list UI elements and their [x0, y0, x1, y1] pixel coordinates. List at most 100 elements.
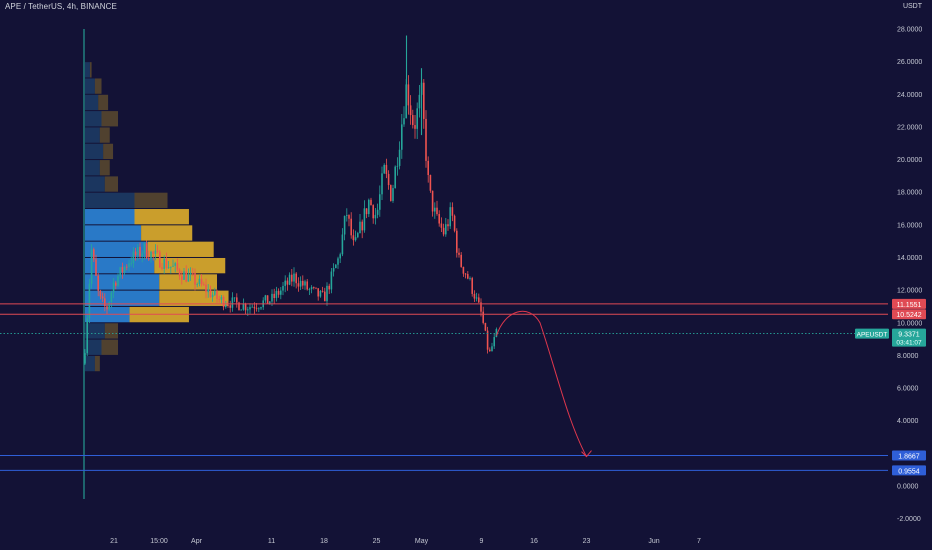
- candle-up: [112, 282, 115, 293]
- candle-down: [101, 296, 104, 299]
- volume-profile-down-bar: [101, 111, 118, 127]
- candle-up: [275, 290, 278, 299]
- candle-up: [284, 280, 286, 286]
- time-axis[interactable]: 21 15:00 Apr 11 18 25 May 9 16 23 Jun 7: [110, 538, 701, 545]
- candle-down: [482, 311, 484, 323]
- candle-up: [225, 305, 227, 308]
- candle-down: [222, 297, 225, 308]
- time-axis-tick-label[interactable]: 18: [320, 538, 328, 545]
- candle-down: [442, 227, 445, 235]
- candle-up: [130, 263, 132, 265]
- price-axis-tick-label[interactable]: 18.0000: [897, 190, 922, 197]
- candle-up: [330, 271, 333, 290]
- candle-up: [137, 246, 139, 256]
- candle-down: [458, 252, 460, 255]
- candle-down: [200, 278, 203, 285]
- candle-down: [152, 251, 154, 254]
- candle-down: [471, 278, 473, 294]
- candle-up: [258, 308, 260, 310]
- candle-down: [365, 208, 368, 215]
- candle-down: [409, 105, 412, 116]
- time-axis-tick-label[interactable]: 9: [480, 538, 484, 545]
- candle-up: [326, 285, 328, 302]
- currency-label[interactable]: USDT: [902, 3, 922, 10]
- candle-up: [198, 278, 201, 284]
- candle-up: [271, 293, 273, 302]
- time-axis-tick-label[interactable]: 15:00: [150, 538, 168, 545]
- time-axis-tick-label[interactable]: 23: [583, 538, 591, 545]
- horizontal-levels[interactable]: [0, 303, 888, 471]
- candle-down: [412, 115, 414, 126]
- symbol-title[interactable]: APE / TetherUS, 4h, BINANCE: [5, 2, 117, 11]
- candle-up: [288, 274, 291, 285]
- candle-down: [427, 160, 429, 176]
- candle-up: [335, 264, 337, 269]
- price-axis-tick-label[interactable]: 26.0000: [897, 59, 922, 66]
- candle-down: [161, 267, 163, 269]
- candle-down: [93, 249, 95, 260]
- candle-up: [445, 224, 447, 235]
- volume-profile-up-bar: [85, 339, 102, 355]
- candle-up: [339, 254, 341, 259]
- time-axis-tick-label[interactable]: 7: [697, 538, 701, 545]
- candle-up: [449, 207, 451, 227]
- candle-up: [108, 301, 110, 310]
- candle-up: [418, 94, 421, 109]
- price-axis-tick-label[interactable]: 10.0000: [897, 320, 922, 327]
- price-axis-tick-label[interactable]: 22.0000: [897, 124, 922, 131]
- price-axis-tick-label[interactable]: 8.0000: [897, 353, 919, 360]
- candle-up: [354, 237, 357, 241]
- volume-profile-down-bar: [104, 176, 118, 192]
- candle-up: [319, 291, 322, 297]
- price-tags: 11.1551 10.5242 1.8667 0.9554 APEUSDT 9.33710…: [855, 298, 926, 476]
- volume-profile: [85, 62, 229, 372]
- candle-down: [321, 291, 324, 292]
- time-axis-tick-label[interactable]: 25: [373, 538, 381, 545]
- candle-countdown-label: 03:41:07: [896, 340, 922, 347]
- candle-down: [95, 259, 97, 276]
- price-axis-tick-label[interactable]: 24.0000: [897, 92, 922, 99]
- price-axis-tick-label[interactable]: 12.0000: [897, 288, 922, 295]
- candle-down: [126, 266, 128, 268]
- time-axis-tick-label[interactable]: 16: [530, 538, 538, 545]
- price-axis-tick-label[interactable]: 16.0000: [897, 222, 922, 229]
- level-price-tag: [892, 298, 926, 309]
- candle-down: [253, 306, 256, 309]
- time-axis-tick-label[interactable]: 21: [110, 538, 118, 545]
- candle-down: [185, 271, 187, 282]
- price-axis-tick-label[interactable]: 0.0000: [897, 483, 919, 490]
- candle-up: [337, 258, 339, 265]
- projection-curve[interactable]: [496, 310, 587, 457]
- projection-arrowhead[interactable]: [581, 450, 592, 458]
- level-price-label: 11.1551: [897, 302, 922, 309]
- price-axis-tick-label[interactable]: 6.0000: [897, 386, 919, 393]
- time-axis-tick-label[interactable]: May: [415, 538, 429, 545]
- volume-profile-down-bar: [101, 339, 118, 355]
- candle-up: [251, 306, 253, 308]
- price-axis-tick-label[interactable]: -2.0000: [897, 516, 921, 523]
- price-axis-tick-label[interactable]: 28.0000: [897, 27, 922, 34]
- candle-down: [425, 118, 427, 161]
- candle-down: [145, 243, 148, 258]
- time-axis-tick-label[interactable]: 11: [268, 538, 275, 545]
- price-axis-tick-label[interactable]: 4.0000: [897, 418, 919, 425]
- candle-up: [119, 267, 121, 277]
- time-axis-tick-label[interactable]: Jun: [648, 538, 659, 545]
- projection-arrow[interactable]: [496, 310, 592, 458]
- time-axis-tick-label[interactable]: Apr: [191, 538, 203, 545]
- price-axis-tick-label[interactable]: 20.0000: [897, 157, 922, 164]
- candle-up: [332, 268, 335, 272]
- price-axis-tick-label[interactable]: 14.0000: [897, 255, 922, 262]
- level-price-tag: [892, 465, 926, 476]
- candle-down: [273, 293, 275, 299]
- candle-up: [475, 297, 478, 299]
- candle-down: [328, 285, 330, 290]
- volume-profile-down-bar: [89, 62, 92, 78]
- candle-up: [170, 266, 172, 268]
- candle-down: [194, 273, 196, 285]
- candle-down: [121, 267, 124, 273]
- candle-up: [247, 309, 249, 311]
- candle-down: [438, 214, 440, 224]
- volume-profile-up-bar: [85, 225, 142, 241]
